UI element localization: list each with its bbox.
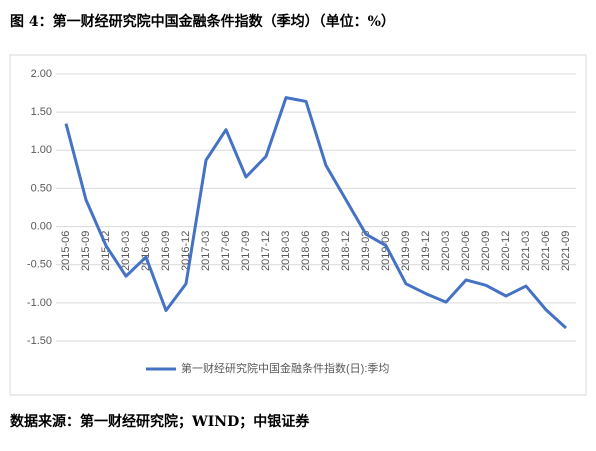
x-tick-label: 2020-03 (440, 231, 452, 271)
x-tick-label: 2019-12 (420, 231, 432, 271)
x-tick-label: 2017-12 (260, 231, 272, 271)
x-tick-label: 2015-06 (60, 231, 72, 271)
x-tick-label: 2018-03 (280, 231, 292, 271)
y-tick-label: 0.50 (31, 182, 52, 194)
y-tick-label: 1.50 (31, 106, 52, 118)
x-tick-label: 2021-06 (540, 231, 552, 271)
x-tick-label: 2020-12 (500, 231, 512, 271)
y-tick-label: -1.00 (27, 297, 52, 309)
chart-frame (9, 54, 587, 396)
x-tick-label: 2016-09 (160, 231, 172, 271)
x-tick-label: 2021-03 (520, 231, 532, 271)
x-tick-label: 2018-09 (320, 231, 332, 271)
y-tick-label: 1.00 (31, 144, 52, 156)
source: 数据来源：第一财经研究院；WIND；中银证券 (10, 413, 310, 430)
x-tick-label: 2021-09 (560, 231, 572, 271)
x-tick-label: 2017-03 (200, 231, 212, 271)
x-tick-label: 2020-06 (460, 231, 472, 271)
y-tick-label: 2.00 (31, 68, 52, 80)
x-tick-label: 2020-09 (480, 231, 492, 271)
x-tick-label: 2018-06 (300, 231, 312, 271)
x-tick-label: 2016-03 (120, 231, 132, 271)
y-tick-label: 0.00 (31, 220, 52, 232)
x-tick-label: 2019-09 (400, 231, 412, 271)
x-tick-label: 2017-06 (220, 231, 232, 271)
x-tick-label: 2019-06 (380, 231, 392, 271)
legend-label: 第一财经研究院中国金融条件指数(日):季均 (181, 361, 389, 375)
x-tick-label: 2018-12 (340, 231, 352, 271)
x-tick-label: 2017-09 (240, 231, 252, 271)
x-tick-label: 2015-09 (80, 231, 92, 271)
series-line (64, 96, 568, 330)
y-tick-label: -0.50 (27, 259, 52, 271)
chart-title: 图 4：第一财经研究院中国金融条件指数（季均）（单位：%） (10, 13, 395, 30)
x-tick-label: 2019-03 (360, 231, 372, 271)
y-tick-label: -1.50 (27, 335, 52, 347)
